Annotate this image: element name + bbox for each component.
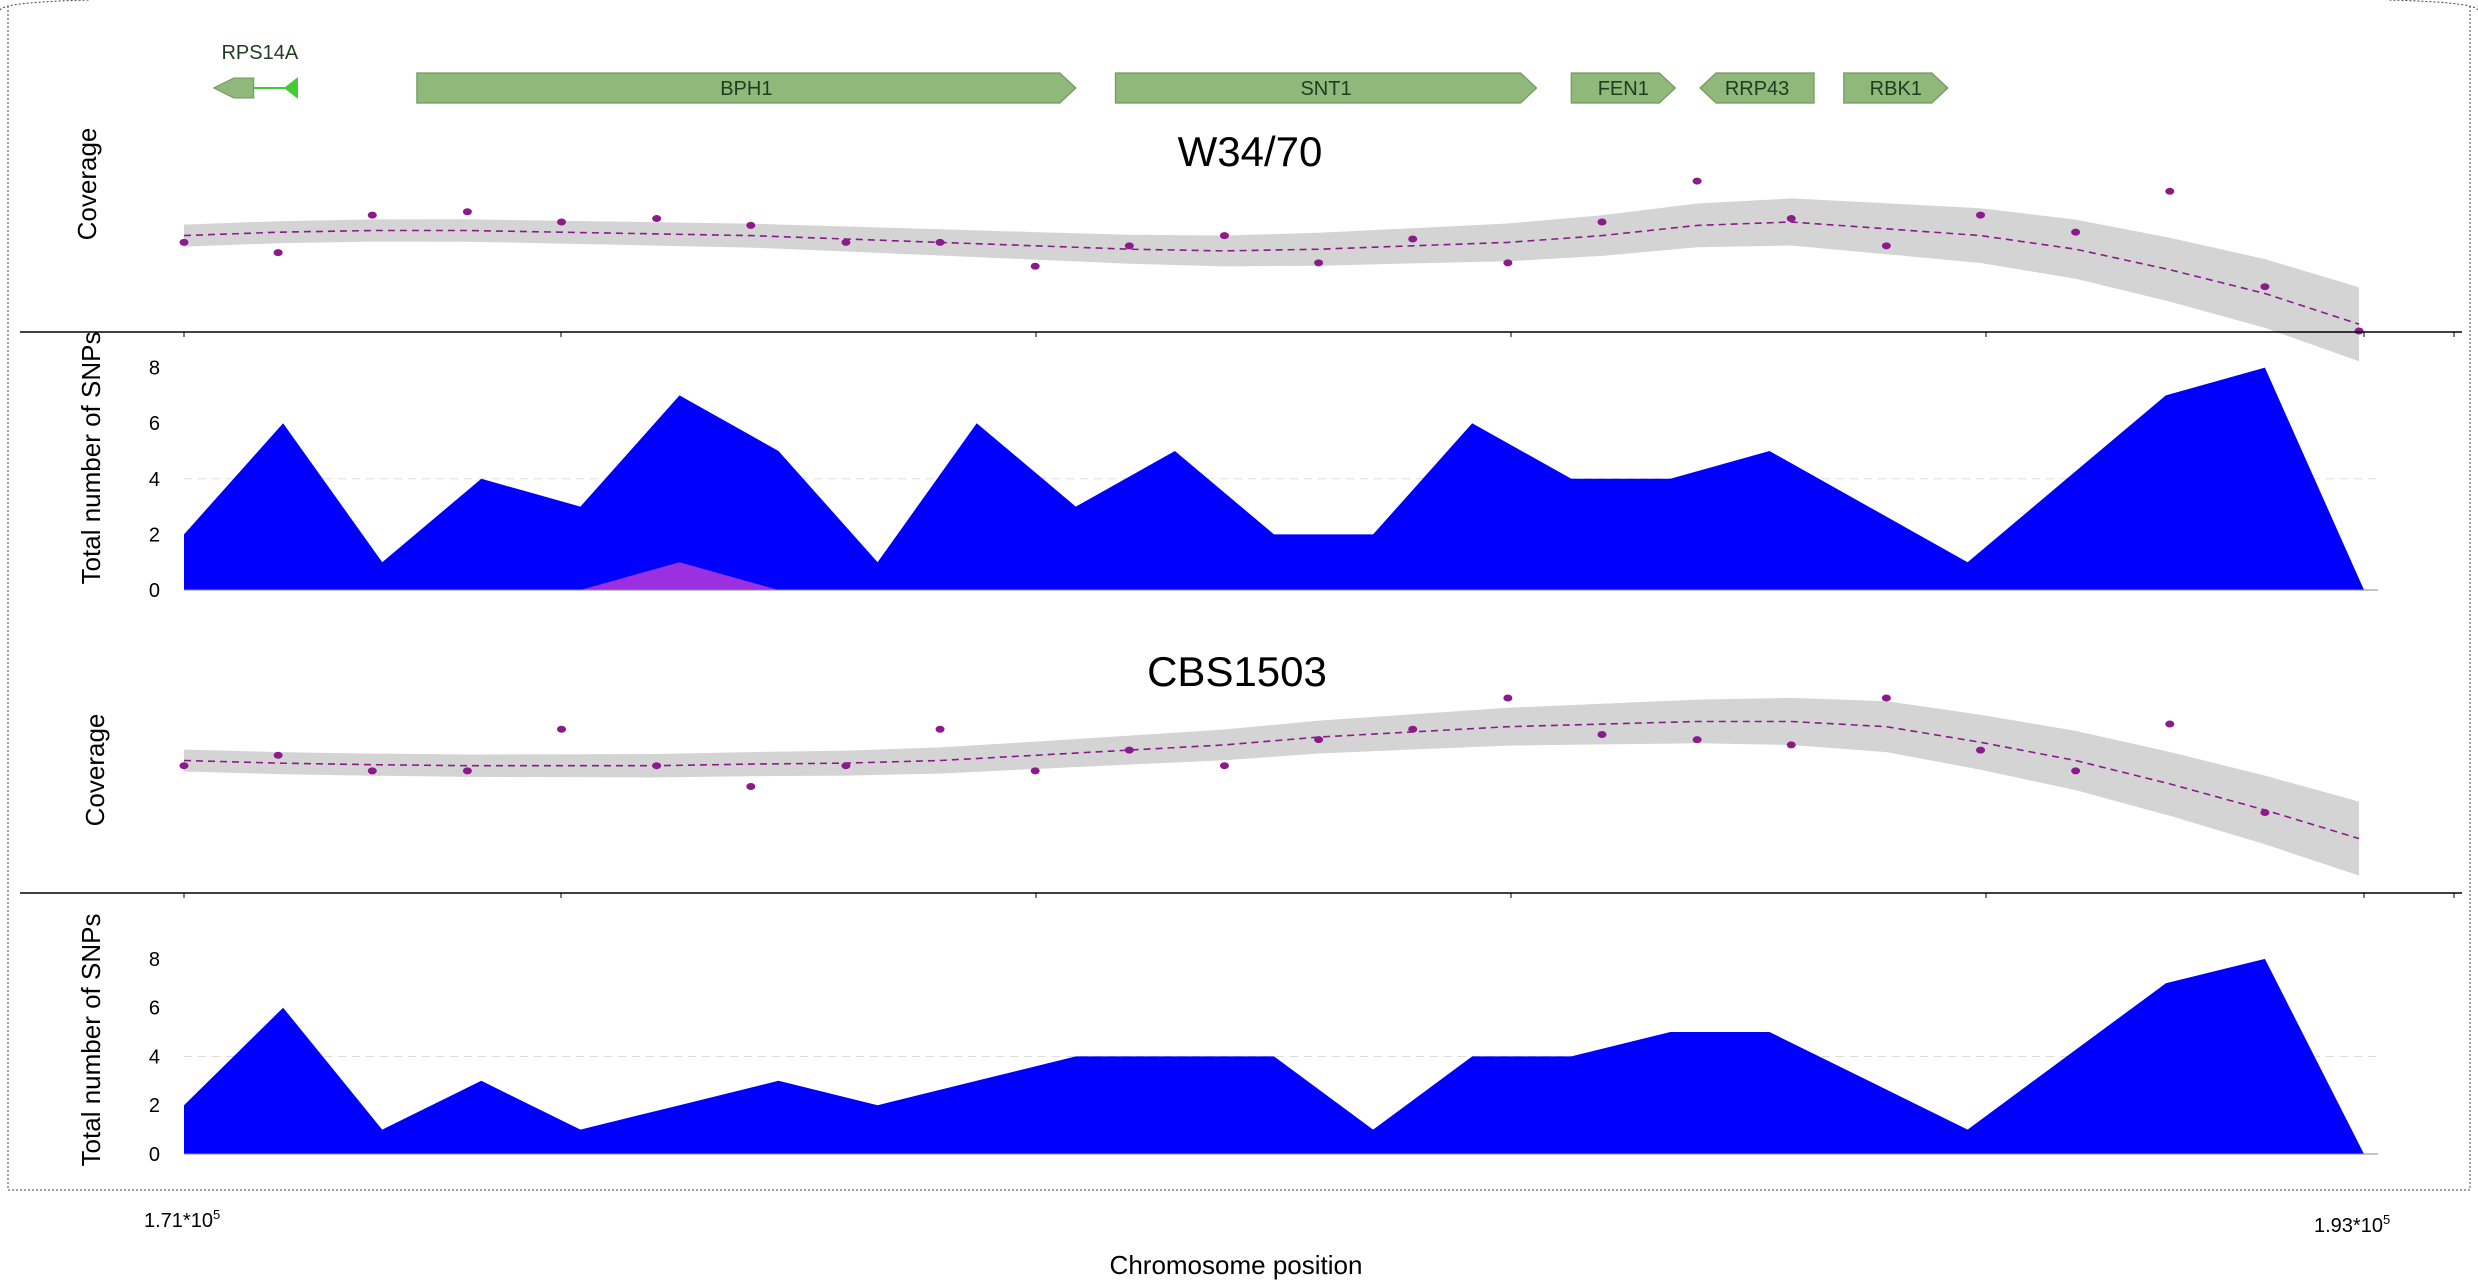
- coverage-point-2-22: [2260, 809, 2270, 817]
- cbs1503-snp-panel: Total number of SNPs 0 2 4 6 8: [76, 914, 2380, 1167]
- coverage-point-0-17: [1786, 215, 1796, 223]
- coverage-band-2: [184, 697, 2360, 876]
- coverage-point-2-8: [935, 725, 945, 733]
- gene-shape-rps14a: [212, 77, 255, 99]
- coverage-point-0-22: [2260, 283, 2270, 291]
- coverage-point-2-19: [1976, 746, 1986, 754]
- gene-label-rbk1: RBK1: [1870, 78, 1922, 100]
- gene-label-rrp43: RRP43: [1725, 78, 1789, 100]
- coverage-point-2-17: [1786, 741, 1796, 749]
- snp-ytick-label-1-4: 4: [149, 469, 160, 491]
- cbs1503-title: CBS1503: [1147, 648, 1327, 695]
- coverage-point-0-20: [2071, 228, 2081, 236]
- coverage-point-0-1: [273, 249, 283, 257]
- coverage-point-2-5: [652, 762, 662, 770]
- coverage-point-2-6: [746, 783, 756, 791]
- gene-label-rps14a: RPS14A: [221, 42, 298, 64]
- coverage-point-2-12: [1314, 736, 1324, 744]
- snp-ytick-label-1-6: 6: [149, 413, 160, 435]
- coverage-point-0-14: [1503, 259, 1513, 267]
- gene-shape-rbk1: [1843, 72, 1949, 104]
- snp-ytick-label-3-8: 8: [149, 949, 160, 971]
- coverage-point-0-9: [1030, 262, 1040, 270]
- snp-ytick-label-1-8: 8: [149, 358, 160, 380]
- coverage-point-2-1: [273, 751, 283, 759]
- gene-label-bph1: BPH1: [720, 78, 772, 100]
- coverage-point-2-15: [1597, 730, 1607, 738]
- snp-area-3: [184, 958, 2364, 1154]
- coverage-point-0-15: [1597, 218, 1607, 226]
- snp-secondary-area-1: [580, 562, 779, 590]
- snp-ytick-label-1-0: 0: [149, 580, 160, 602]
- coverage-point-0-5: [652, 215, 662, 223]
- coverage-point-0-21: [2165, 187, 2175, 195]
- coverage-point-2-7: [841, 762, 851, 770]
- coverage-band-0: [184, 198, 2360, 362]
- x-axis-title: Chromosome position: [1110, 1250, 1363, 1280]
- gene-track: RPS14A BPH1 SNT1 FEN1 RRP43 RBK1: [212, 42, 1949, 104]
- coverage-point-2-2: [367, 767, 377, 775]
- gene-shape-fen1: [1570, 72, 1677, 104]
- coverage-point-0-3: [462, 208, 472, 216]
- coverage-point-0-19: [1976, 211, 1986, 219]
- gene-shape-bph1: [416, 72, 1077, 104]
- w3470-title: W34/70: [1178, 128, 1323, 175]
- gene-label-fen1: FEN1: [1598, 78, 1649, 100]
- w3470-snp-ylabel: Total number of SNPs: [76, 332, 106, 585]
- coverage-point-2-4: [557, 725, 567, 733]
- coverage-point-2-14: [1503, 694, 1513, 702]
- coverage-point-0-6: [746, 221, 756, 229]
- coverage-point-2-13: [1408, 725, 1418, 733]
- coverage-point-0-12: [1314, 259, 1324, 267]
- coverage-point-0-0: [179, 238, 189, 246]
- coverage-point-0-16: [1692, 177, 1702, 185]
- x-axis-max-label: 1.93*105: [2314, 1212, 2390, 1237]
- cbs1503-snp-ylabel: Total number of SNPs: [76, 914, 106, 1167]
- snp-ytick-label-1-2: 2: [149, 524, 160, 546]
- coverage-point-2-16: [1692, 736, 1702, 744]
- coverage-point-0-2: [367, 211, 377, 219]
- w3470-coverage-panel: W34/70 Coverage: [20, 128, 2462, 362]
- coverage-point-2-11: [1219, 762, 1229, 770]
- coverage-point-2-9: [1030, 767, 1040, 775]
- snp-ytick-label-3-2: 2: [149, 1095, 160, 1117]
- coverage-point-0-10: [1124, 242, 1134, 250]
- coverage-point-2-3: [462, 767, 472, 775]
- snp-ytick-label-3-6: 6: [149, 998, 160, 1020]
- coverage-point-0-11: [1219, 232, 1229, 240]
- snp-ytick-label-3-0: 0: [149, 1144, 160, 1166]
- coverage-point-0-13: [1408, 235, 1418, 243]
- coverage-point-2-20: [2071, 767, 2081, 775]
- coverage-point-2-10: [1124, 746, 1134, 754]
- gene-shape-snt1: [1114, 72, 1538, 104]
- frame-corner-top-right: [2387, 0, 2478, 11]
- coverage-point-2-18: [1881, 694, 1891, 702]
- coverage-point-0-4: [557, 218, 567, 226]
- x-axis-min-label: 1.71*105: [144, 1207, 220, 1232]
- coverage-point-0-7: [841, 238, 851, 246]
- snp-area-1: [184, 367, 2364, 590]
- cbs1503-coverage-ylabel: Coverage: [80, 714, 110, 827]
- coverage-point-2-0: [179, 762, 189, 770]
- gene-shape-rrp43: [1699, 72, 1815, 104]
- coverage-point-2-21: [2165, 720, 2175, 728]
- w3470-coverage-ylabel: Coverage: [72, 128, 102, 241]
- frame-corner-top-left: [0, 0, 91, 11]
- coverage-point-0-23: [2354, 327, 2364, 335]
- coverage-point-0-18: [1881, 242, 1891, 250]
- coverage-trend-line-2: [183, 720, 2360, 840]
- gene-label-snt1: SNT1: [1300, 78, 1351, 100]
- w3470-snp-panel: Total number of SNPs 0 2 4 6 8: [76, 332, 2380, 602]
- cbs1503-coverage-panel: CBS1503 Coverage: [20, 648, 2462, 898]
- coverage-trend-line-0: [183, 221, 2360, 325]
- gene-exon-rps14a: [283, 77, 298, 99]
- coverage-point-0-8: [935, 238, 945, 246]
- snp-ytick-label-3-4: 4: [149, 1046, 160, 1068]
